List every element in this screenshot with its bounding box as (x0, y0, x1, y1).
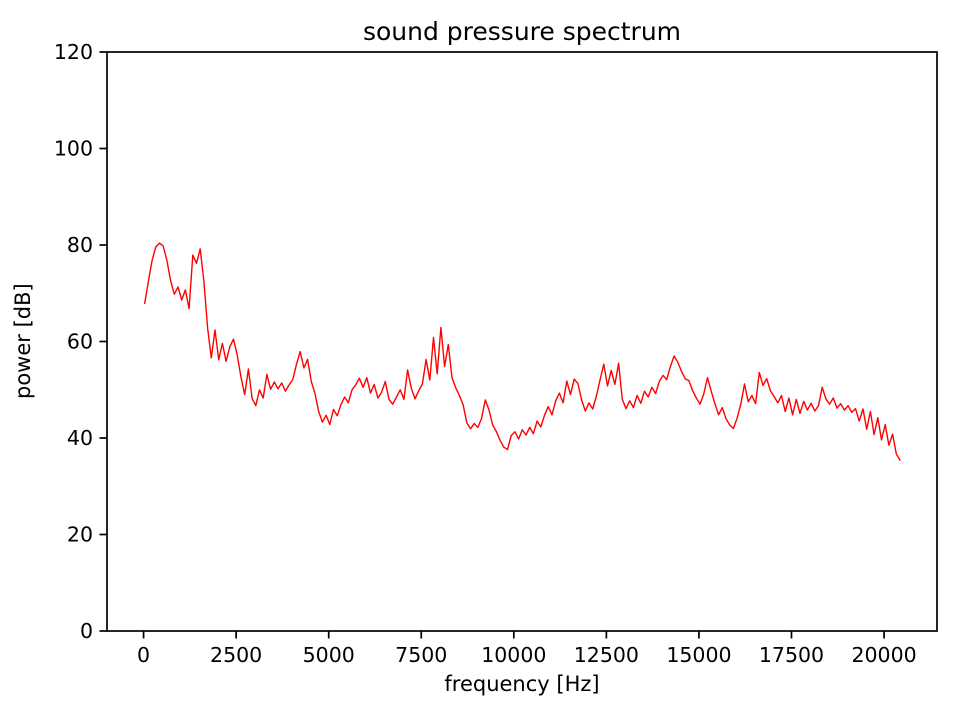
y-tick-label: 120 (54, 40, 93, 64)
x-tick-label: 17500 (759, 643, 824, 667)
spectrum-line (143, 242, 901, 461)
x-tick-label: 10000 (481, 643, 546, 667)
x-tick-label: 2500 (210, 643, 262, 667)
y-tick-label: 0 (80, 619, 93, 643)
y-tick-label: 20 (67, 523, 93, 547)
y-tick-label: 60 (67, 330, 93, 354)
plot-area (106, 51, 938, 632)
y-tick-label: 40 (67, 426, 93, 450)
x-tick-label: 0 (137, 643, 150, 667)
y-tick-label: 100 (54, 137, 93, 161)
x-tick-label: 12500 (574, 643, 639, 667)
x-tick-label: 7500 (395, 643, 447, 667)
y-tick-label: 80 (67, 233, 93, 257)
chart-title: sound pressure spectrum (362, 17, 682, 46)
x-axis-label: frequency [Hz] (444, 672, 600, 696)
x-tick-label: 20000 (851, 643, 916, 667)
x-tick-label: 5000 (303, 643, 355, 667)
x-tick-label: 15000 (666, 643, 731, 667)
